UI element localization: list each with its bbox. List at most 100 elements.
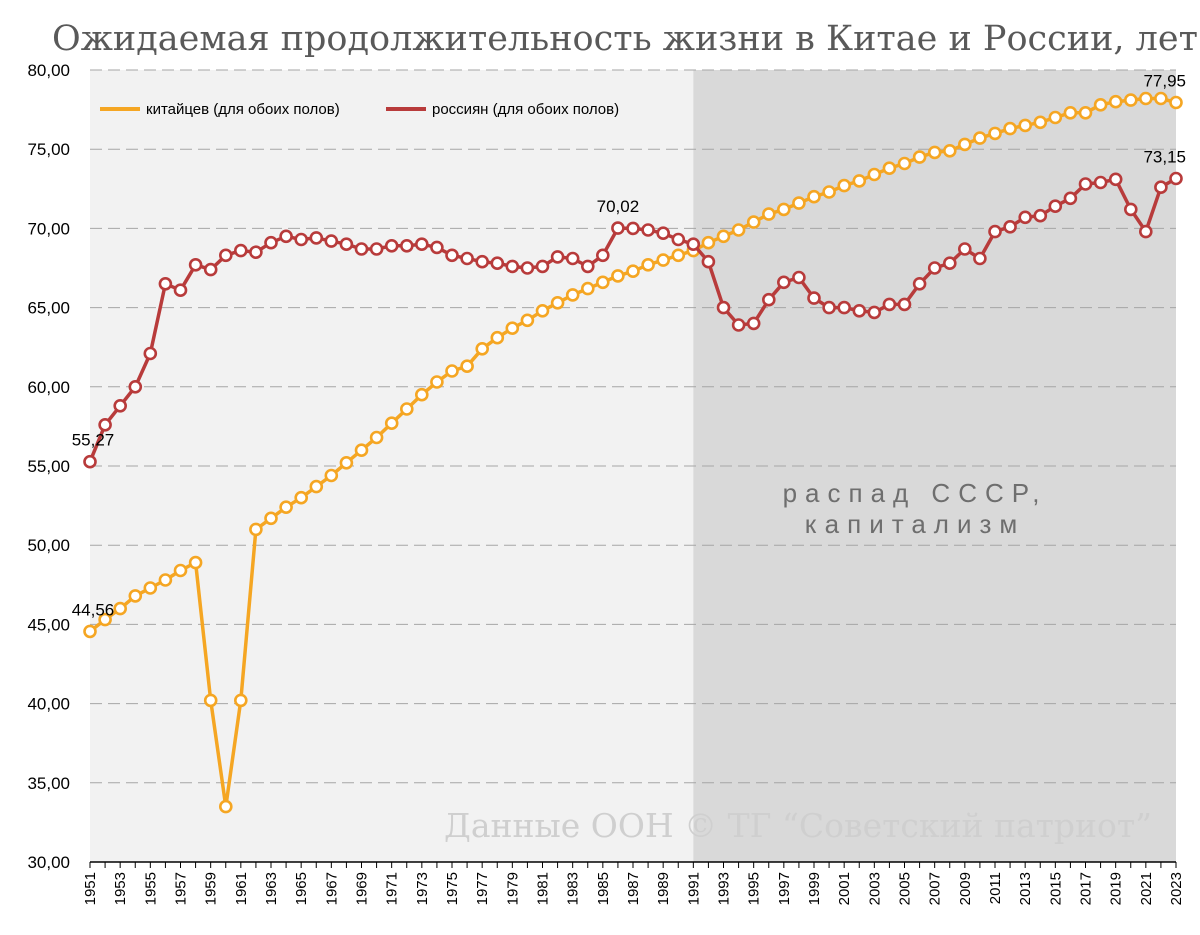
- data-point: [399, 402, 414, 416]
- data-point: [957, 137, 972, 152]
- data-point: [550, 295, 565, 310]
- x-tick-label: 2015: [1047, 872, 1064, 905]
- data-point: [430, 240, 444, 255]
- data-point: [867, 305, 882, 320]
- data-point: [731, 318, 746, 332]
- data-point: [384, 239, 399, 253]
- series-group: [83, 91, 1183, 814]
- data-point: [641, 223, 655, 237]
- data-point: [807, 189, 821, 204]
- data-point: [399, 239, 414, 253]
- data-point: [686, 237, 701, 251]
- data-point: [173, 563, 188, 578]
- data-point: [927, 145, 942, 160]
- data-point: [822, 185, 836, 199]
- data-point: [1124, 93, 1138, 107]
- data-point: [445, 248, 459, 263]
- x-tick-label: 1975: [444, 872, 461, 905]
- data-label: 70,02: [597, 197, 640, 216]
- data-point: [98, 612, 112, 627]
- x-tick-label: 1951: [82, 872, 99, 905]
- data-point: [309, 479, 324, 494]
- data-point: [942, 144, 957, 158]
- data-point: [294, 232, 309, 247]
- x-tick-label: 2013: [1017, 872, 1034, 905]
- data-point: [776, 275, 791, 290]
- data-point: [128, 379, 143, 394]
- data-point: [641, 257, 655, 272]
- data-point: [1108, 172, 1123, 187]
- data-point: [445, 364, 459, 378]
- data-label: 73,15: [1143, 148, 1186, 167]
- data-point: [671, 232, 686, 247]
- data-point: [1078, 177, 1093, 191]
- legend-label-china: китайцев (для обоих полов): [146, 101, 340, 118]
- data-point: [249, 522, 263, 537]
- x-tick-label: 1993: [716, 872, 733, 905]
- x-tick-label: 1981: [535, 872, 552, 905]
- data-point: [505, 321, 520, 336]
- data-labels: 55,27 44,56 70,02 77,95 73,15: [72, 71, 1186, 619]
- y-tick-label: 75,00: [27, 140, 70, 159]
- data-point: [414, 237, 429, 251]
- data-point: [595, 275, 610, 290]
- data-point: [490, 256, 505, 271]
- shaded-region-label-1: распад СССР,: [783, 478, 1048, 508]
- data-point: [158, 276, 173, 291]
- x-tick-label: 2003: [866, 872, 883, 905]
- data-label: 44,56: [72, 600, 115, 619]
- series-china: [83, 91, 1183, 814]
- data-point: [294, 490, 309, 505]
- x-tick-label: 2007: [927, 872, 944, 905]
- data-point: [761, 292, 776, 307]
- data-point: [988, 126, 1002, 141]
- data-point: [792, 270, 806, 285]
- data-point: [837, 178, 852, 193]
- data-point: [1093, 98, 1108, 112]
- data-point: [219, 799, 233, 814]
- data-point: [701, 254, 716, 269]
- data-point: [324, 234, 339, 248]
- data-point: [475, 254, 490, 269]
- data-point: [1169, 171, 1183, 186]
- data-point: [369, 242, 384, 256]
- data-point: [339, 455, 354, 470]
- legend: китайцев (для обоих полов) россиян (для …: [100, 101, 619, 118]
- data-point: [867, 167, 882, 182]
- data-point: [973, 251, 987, 266]
- data-label: 77,95: [1143, 71, 1186, 90]
- data-point: [776, 202, 791, 217]
- x-tick-label: 2019: [1108, 872, 1125, 905]
- data-point: [565, 251, 580, 266]
- data-point: [792, 196, 806, 210]
- data-point: [912, 276, 927, 291]
- data-point: [158, 573, 173, 587]
- data-point: [1154, 91, 1168, 106]
- data-point: [822, 300, 836, 315]
- y-tick-label: 65,00: [27, 299, 70, 318]
- data-point: [369, 430, 384, 445]
- data-point: [927, 261, 942, 275]
- data-point: [143, 581, 158, 595]
- x-tick-label: 1967: [323, 872, 340, 905]
- x-tick-label: 2011: [987, 872, 1004, 904]
- chart-title: Ожидаемая продолжительность жизни в Кита…: [52, 19, 1198, 59]
- data-point: [234, 693, 248, 708]
- data-point: [671, 248, 686, 263]
- data-point: [203, 262, 218, 277]
- x-axis: 1951 1953 1955 1957 1959 1961 1963 1965 1967 1969…: [82, 861, 1185, 905]
- plot-background-shaded: [693, 70, 1176, 862]
- series-russia: [83, 171, 1183, 469]
- data-point: [264, 511, 278, 526]
- data-point: [1003, 121, 1017, 136]
- x-tick-label: 1965: [293, 872, 310, 905]
- x-tick-label: 1961: [233, 872, 250, 905]
- x-tick-label: 1997: [776, 872, 793, 905]
- data-point: [188, 555, 203, 570]
- data-point: [565, 288, 580, 302]
- data-point: [837, 300, 852, 315]
- y-tick-label: 45,00: [27, 615, 70, 634]
- y-tick-label: 35,00: [27, 774, 70, 793]
- x-tick-label: 1987: [625, 872, 642, 905]
